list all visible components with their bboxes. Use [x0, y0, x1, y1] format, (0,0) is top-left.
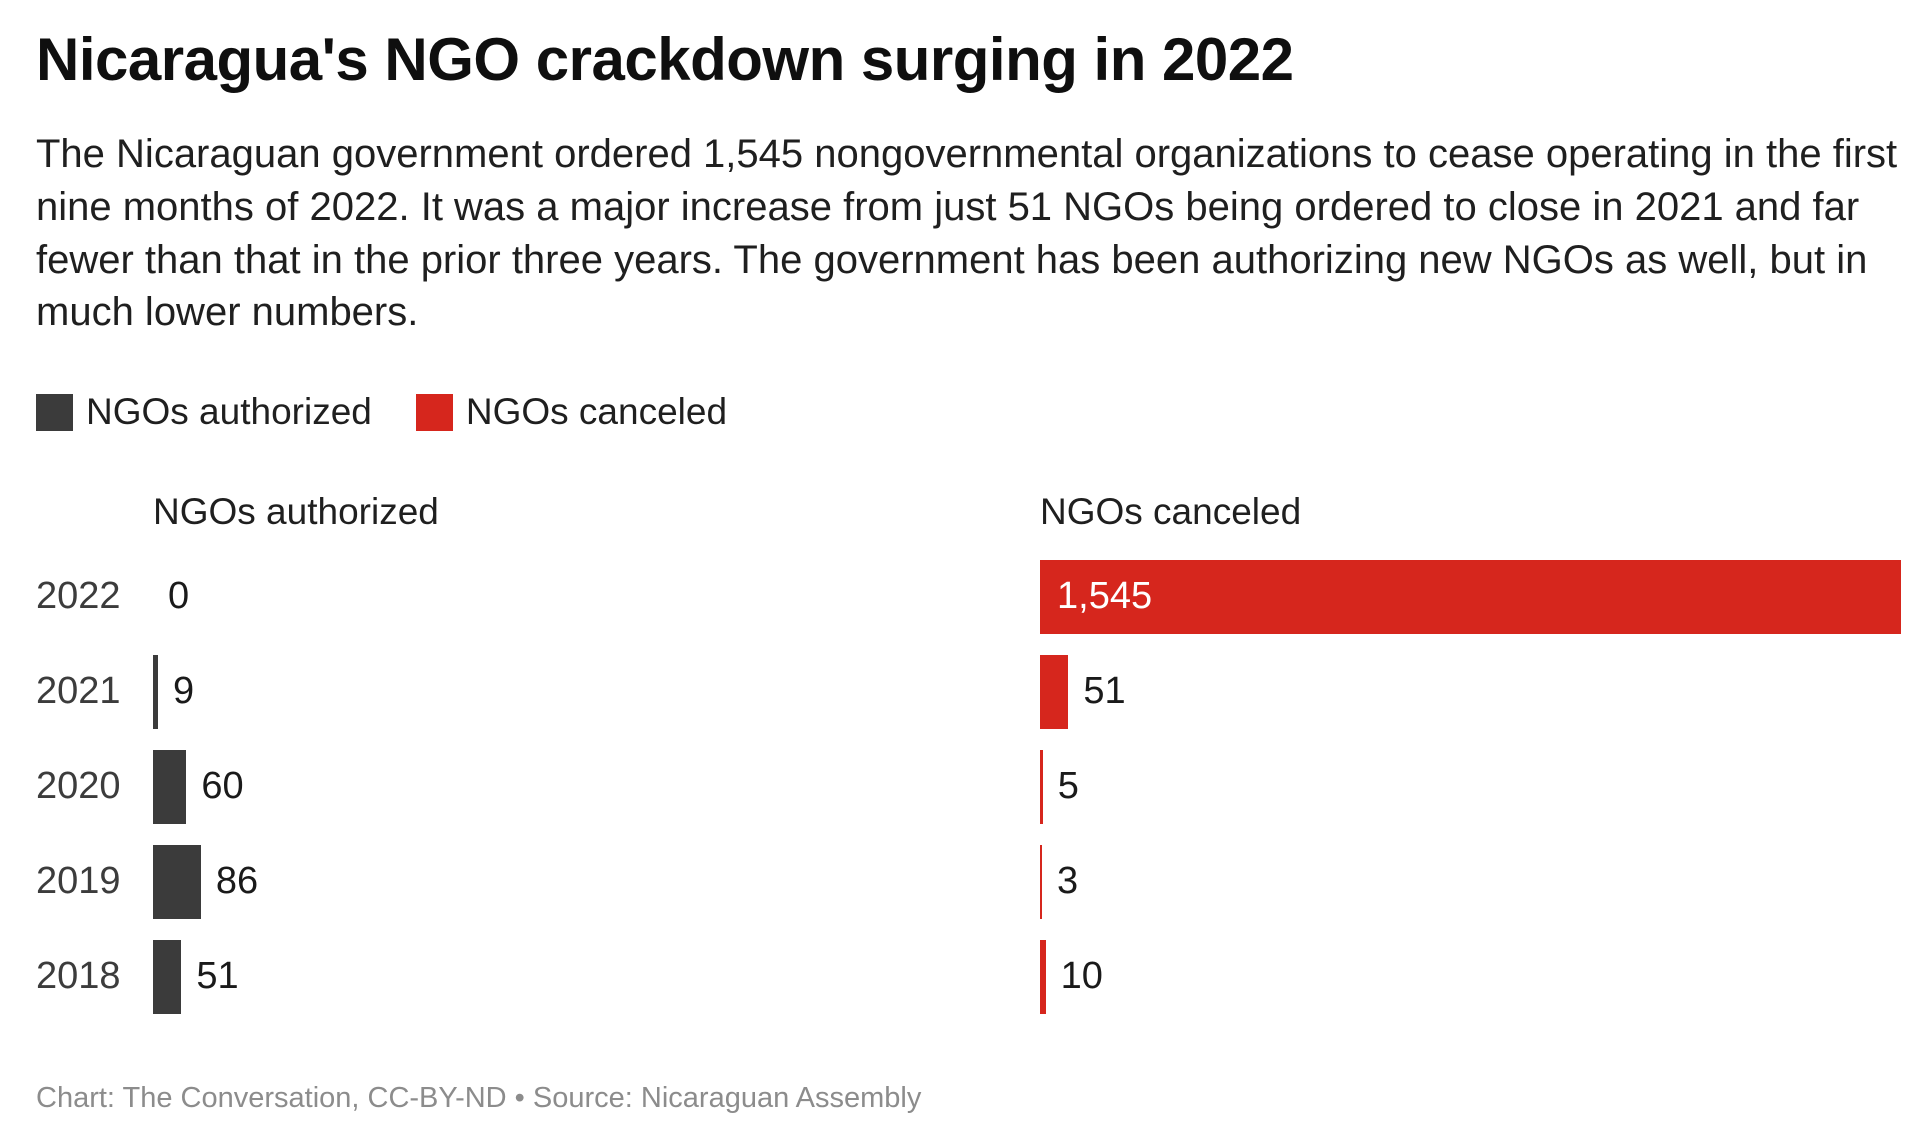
legend-swatch-authorized-icon	[36, 393, 73, 431]
chart-row-2021: 2021 9 51	[36, 644, 1902, 739]
value-label: 3	[1057, 860, 1079, 903]
year-label: 2019	[36, 860, 121, 903]
chart-row-2022: 2022 0 1,545	[36, 549, 1902, 644]
authorized-panel: 60	[153, 749, 1040, 824]
authorized-bar	[153, 654, 158, 729]
legend-label-canceled: NGOs canceled	[465, 391, 728, 433]
canceled-bar: 1,545	[1040, 559, 1901, 634]
year-label: 2020	[36, 765, 121, 808]
value-label: 51	[1083, 670, 1126, 713]
legend-swatch-canceled-icon	[415, 393, 453, 431]
authorized-bar	[153, 749, 187, 824]
canceled-bar	[1040, 939, 1046, 1014]
panel-header-authorized: NGOs authorized	[153, 491, 439, 533]
value-label: 9	[173, 670, 195, 713]
value-label: 60	[201, 765, 244, 808]
chart-row-2018: 2018 51 10	[36, 929, 1902, 1024]
canceled-bar	[1040, 654, 1069, 729]
panel-header-canceled: NGOs canceled	[1040, 491, 1302, 533]
canceled-panel: 5	[1040, 749, 1901, 824]
authorized-panel: 0	[153, 560, 1040, 634]
chart-row-2019: 2019 86 3	[36, 834, 1902, 929]
canceled-panel: 51	[1040, 654, 1901, 729]
legend-item-canceled: NGOs canceled	[415, 391, 728, 433]
chart-footer: Chart: The Conversation, CC-BY-ND • Sour…	[36, 1082, 922, 1115]
value-label: 86	[215, 860, 259, 903]
value-label: 1,545	[1057, 575, 1153, 618]
authorized-panel: 51	[153, 939, 1040, 1014]
year-label: 2021	[36, 670, 121, 713]
chart-row-2020: 2020 60 5	[36, 739, 1902, 834]
legend-label-authorized: NGOs authorized	[86, 391, 372, 433]
canceled-panel: 1,545	[1040, 559, 1901, 634]
authorized-bar	[153, 844, 201, 919]
value-label: 5	[1057, 765, 1079, 808]
chart-rows: 2022 0 1,545 2021 9 51 2020 60 5 2019 86 3 2018 51 10	[36, 549, 1902, 1024]
canceled-bar	[1040, 844, 1042, 919]
legend: NGOs authorized NGOs canceled	[36, 391, 1902, 433]
authorized-panel: 9	[153, 654, 1040, 729]
authorized-panel: 86	[153, 844, 1040, 919]
legend-item-authorized: NGOs authorized	[36, 391, 372, 433]
year-label: 2018	[36, 955, 121, 998]
value-label: 51	[196, 955, 239, 998]
year-label: 2022	[36, 575, 121, 618]
panel-headers: NGOs authorized NGOs canceled	[36, 491, 1902, 533]
chart-subtitle: The Nicaraguan government ordered 1,545 …	[36, 132, 1898, 335]
chart-title: Nicaragua's NGO crackdown surging in 202…	[36, 26, 1294, 93]
canceled-bar	[1040, 749, 1043, 824]
authorized-bar	[153, 939, 182, 1014]
value-label: 10	[1060, 955, 1103, 998]
value-label: 0	[168, 575, 190, 618]
canceled-panel: 10	[1040, 939, 1901, 1014]
canceled-panel: 3	[1040, 844, 1901, 919]
